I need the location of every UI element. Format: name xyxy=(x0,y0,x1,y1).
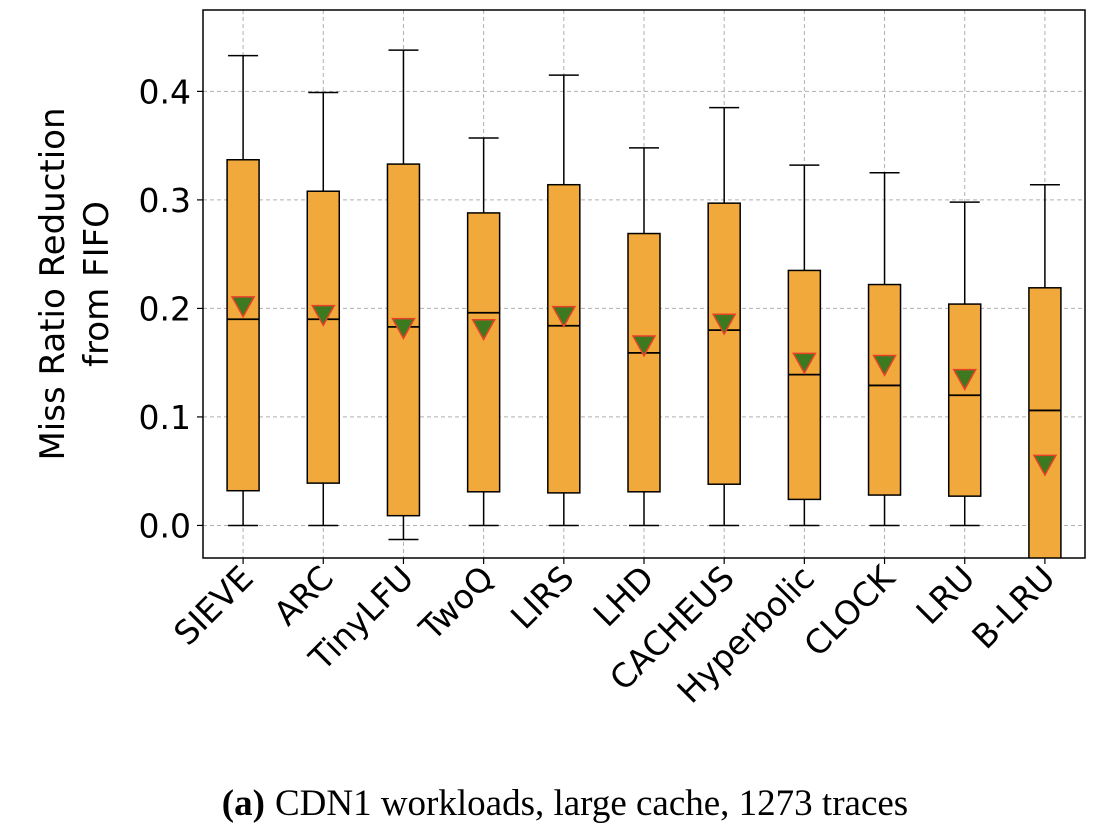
y-axis-label: from FIFO xyxy=(77,201,117,367)
box xyxy=(226,159,260,492)
mean-marker xyxy=(1032,454,1058,477)
mean-marker xyxy=(230,296,256,319)
mean-marker xyxy=(792,352,817,375)
box xyxy=(466,212,501,493)
box xyxy=(947,303,982,497)
box xyxy=(787,269,822,501)
box xyxy=(627,232,661,493)
mean-marker xyxy=(952,368,978,391)
box xyxy=(547,183,581,494)
x-tick-label: TwoQ xyxy=(411,558,501,648)
plot-area xyxy=(203,10,1085,558)
y-tick-label: 0.0 xyxy=(139,506,191,545)
mean-marker xyxy=(471,318,496,342)
box xyxy=(707,202,741,485)
x-tick-label: SIEVE xyxy=(166,558,261,653)
mean-marker xyxy=(551,305,577,329)
y-tick-label: 0.2 xyxy=(139,289,191,328)
x-tick-label: LIRS xyxy=(503,558,581,636)
y-tick-label: 0.1 xyxy=(139,398,191,437)
x-tick-label: CLOCK xyxy=(796,557,903,664)
caption: CDN1 workloads, large cache, 1273 traces xyxy=(275,783,908,824)
mean-marker xyxy=(711,313,737,336)
caption-label: (a) xyxy=(222,783,265,824)
mean-marker xyxy=(391,317,416,340)
box xyxy=(306,190,341,484)
y-tick-label: 0.3 xyxy=(139,181,191,220)
x-tick-label: B-LRU xyxy=(964,558,1062,656)
box xyxy=(867,283,902,496)
y-axis-label: Miss Ratio Reduction xyxy=(33,107,73,460)
mean-marker xyxy=(631,335,657,358)
y-tick-label: 0.4 xyxy=(139,72,191,111)
box xyxy=(1028,287,1062,558)
plot-frame xyxy=(202,9,1086,559)
mean-marker xyxy=(310,304,336,327)
mean-marker xyxy=(872,354,897,377)
